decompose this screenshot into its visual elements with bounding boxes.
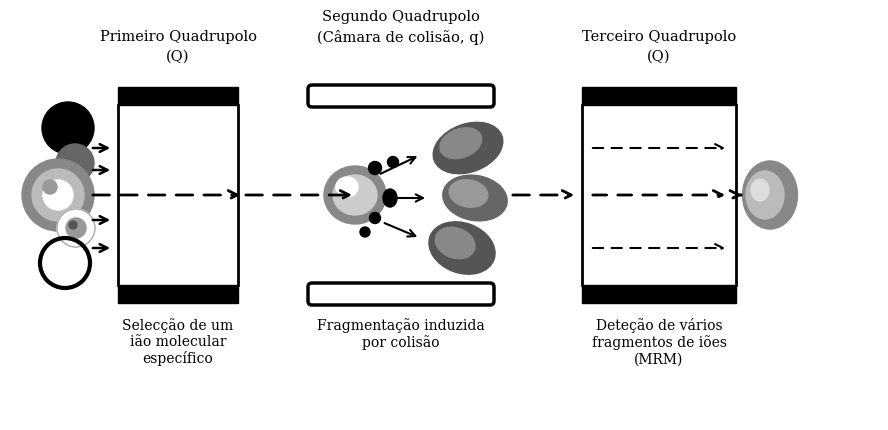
Ellipse shape [69, 221, 77, 229]
Text: Selecção de um
ião molecular
específico: Selecção de um ião molecular específico [123, 318, 234, 366]
Ellipse shape [433, 122, 503, 174]
Ellipse shape [32, 169, 84, 221]
Ellipse shape [440, 128, 481, 159]
Ellipse shape [43, 180, 73, 210]
Ellipse shape [751, 179, 769, 201]
Ellipse shape [22, 159, 94, 231]
Ellipse shape [742, 161, 797, 229]
Bar [582, 87, 736, 105]
FancyBboxPatch shape [308, 85, 494, 107]
Ellipse shape [324, 166, 386, 224]
Ellipse shape [383, 189, 397, 207]
Ellipse shape [42, 102, 94, 154]
Text: Fragmentação induzida
por colisão: Fragmentação induzida por colisão [317, 318, 485, 350]
Bar [582, 285, 736, 303]
Text: Primeiro Quadrupolo: Primeiro Quadrupolo [99, 30, 257, 44]
Ellipse shape [336, 177, 358, 197]
Ellipse shape [333, 175, 377, 215]
Ellipse shape [429, 222, 496, 274]
Ellipse shape [369, 162, 382, 175]
Bar [118, 285, 238, 303]
Text: (Câmara de colisão, q): (Câmara de colisão, q) [317, 30, 485, 45]
Text: (Q): (Q) [647, 50, 670, 64]
Ellipse shape [369, 212, 380, 224]
Ellipse shape [56, 144, 94, 182]
Ellipse shape [746, 171, 784, 219]
Text: Terceiro Quadrupolo: Terceiro Quadrupolo [582, 30, 736, 44]
Ellipse shape [449, 180, 488, 207]
Text: (Q): (Q) [166, 50, 190, 64]
Ellipse shape [43, 180, 57, 194]
Ellipse shape [387, 157, 399, 168]
Ellipse shape [66, 218, 86, 238]
Ellipse shape [443, 175, 507, 221]
FancyBboxPatch shape [308, 283, 494, 305]
Ellipse shape [360, 227, 370, 237]
Text: Deteção de vários
fragmentos de iões
(MRM): Deteção de vários fragmentos de iões (MR… [591, 318, 726, 366]
Ellipse shape [435, 227, 475, 259]
Bar [118, 87, 238, 105]
Ellipse shape [57, 209, 95, 247]
Text: Segundo Quadrupolo: Segundo Quadrupolo [322, 10, 480, 24]
